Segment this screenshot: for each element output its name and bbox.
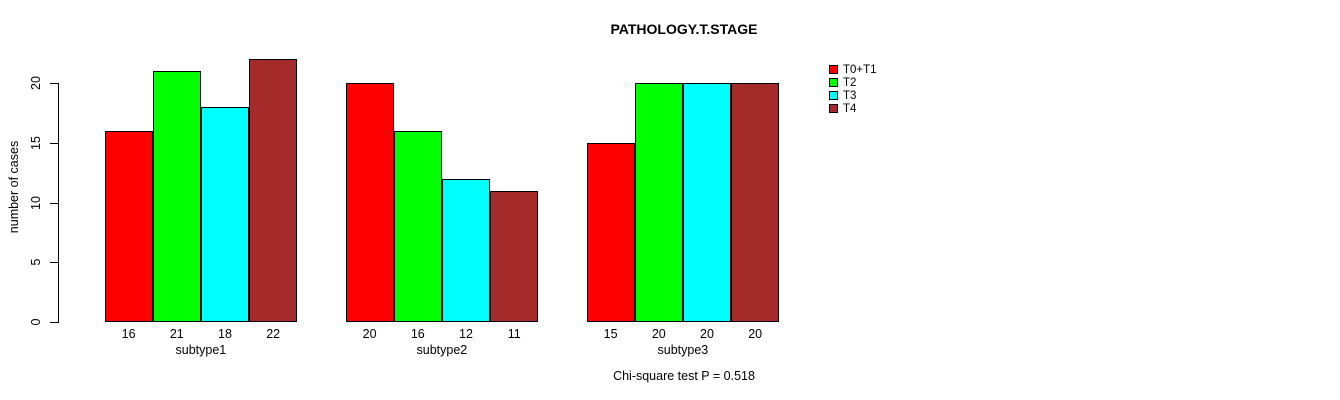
bar-subtype2-T4 [490, 190, 539, 322]
legend-label: T4 [843, 102, 857, 115]
legend-swatch-T4 [829, 104, 838, 113]
y-tick-mark [50, 322, 58, 323]
bar-subtype3-T2 [634, 83, 683, 322]
bar-subtype1-T0+T1 [104, 130, 153, 322]
x-category-label: subtype3 [657, 343, 709, 357]
bar-value-label: 20 [748, 327, 763, 341]
bar-value-label: 15 [603, 327, 618, 341]
legend-swatch-T2 [829, 78, 838, 87]
bar-subtype1-T4 [249, 59, 298, 322]
x-category-label: subtype1 [175, 343, 227, 357]
legend-label: T3 [843, 89, 857, 102]
bar-value-label: 18 [218, 327, 232, 341]
legend: T0+T1 T2 T3 T4 [829, 63, 877, 115]
y-tick-mark [50, 262, 58, 264]
legend-swatch-T3 [829, 91, 838, 100]
bar-subtype3-T4 [731, 83, 780, 322]
bar-value-label: 11 [507, 327, 521, 341]
legend-item: T0+T1 [829, 63, 877, 76]
legend-swatch-T0+T1 [829, 65, 838, 74]
bar-subtype1-T2 [152, 71, 201, 322]
y-tick-mark [50, 202, 58, 204]
legend-label: T0+T1 [843, 63, 877, 76]
bar-value-label: 12 [459, 327, 473, 341]
legend-item: T4 [829, 102, 877, 115]
bar-subtype3-T0+T1 [586, 142, 635, 322]
x-category-label: subtype2 [416, 343, 468, 357]
legend-item: T3 [829, 89, 877, 102]
bar-subtype1-T3 [200, 106, 250, 322]
bar-subtype2-T0+T1 [345, 83, 394, 322]
bar-subtype2-T3 [441, 178, 491, 322]
bar-value-label: 20 [700, 327, 714, 341]
bar-value-label: 21 [169, 327, 184, 341]
y-axis-label: number of cases [7, 140, 21, 234]
bar-value-label: 16 [121, 327, 136, 341]
y-axis-line [58, 83, 59, 323]
bar-value-label: 16 [410, 327, 425, 341]
bar-value-label: 22 [266, 327, 281, 341]
y-tick-label: 15 [29, 135, 43, 150]
y-tick-label: 0 [29, 318, 43, 326]
chi-square-note: Chi-square test P = 0.518 [613, 369, 755, 383]
legend-label: T2 [843, 76, 857, 89]
bar-value-label: 20 [651, 327, 666, 341]
bar-value-label: 20 [362, 327, 377, 341]
bar-subtype3-T3 [682, 83, 732, 322]
legend-item: T2 [829, 76, 877, 89]
chart-title: PATHOLOGY.T.STAGE [610, 21, 758, 37]
y-tick-label: 20 [29, 76, 43, 90]
y-tick-mark [50, 142, 58, 144]
bar-subtype2-T2 [393, 130, 442, 322]
y-tick-label: 5 [29, 258, 43, 266]
y-tick-label: 10 [29, 195, 43, 210]
y-tick-mark [50, 83, 58, 84]
